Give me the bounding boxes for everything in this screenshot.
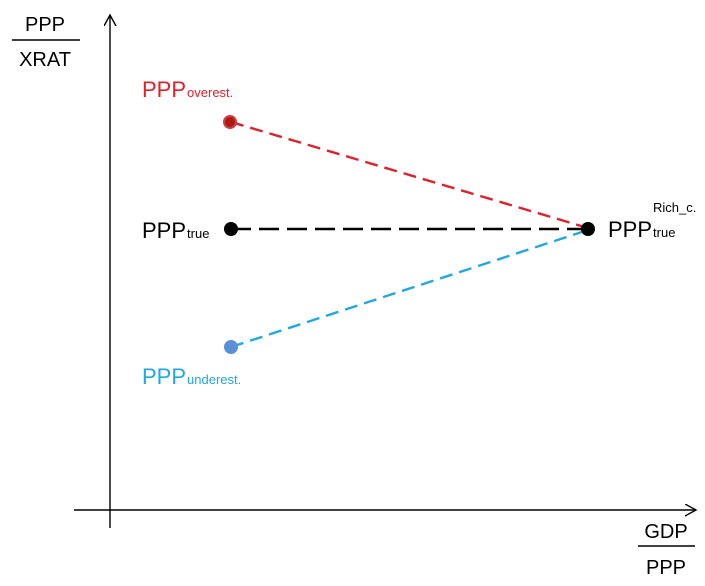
true-label: PPPtrue (142, 218, 209, 243)
x-axis-numerator: GDP (644, 521, 687, 543)
overest-dashed-line (230, 120, 589, 230)
rich-country-point (581, 222, 595, 236)
y-axis-numerator: PPP (25, 14, 65, 36)
overest-point (223, 115, 237, 129)
y-axis-denominator: XRAT (19, 49, 71, 71)
underest-label: PPPunderest. (142, 364, 241, 389)
true-point (224, 222, 238, 236)
overest-label: PPPoverest. (142, 77, 233, 102)
rich-country-label: PPPtrue (608, 217, 675, 242)
rich-country-superscript: Rich_c. (653, 200, 696, 215)
underest-dashed-line (230, 228, 589, 349)
underest-point (224, 340, 238, 354)
x-axis-denominator: PPP (646, 557, 686, 579)
